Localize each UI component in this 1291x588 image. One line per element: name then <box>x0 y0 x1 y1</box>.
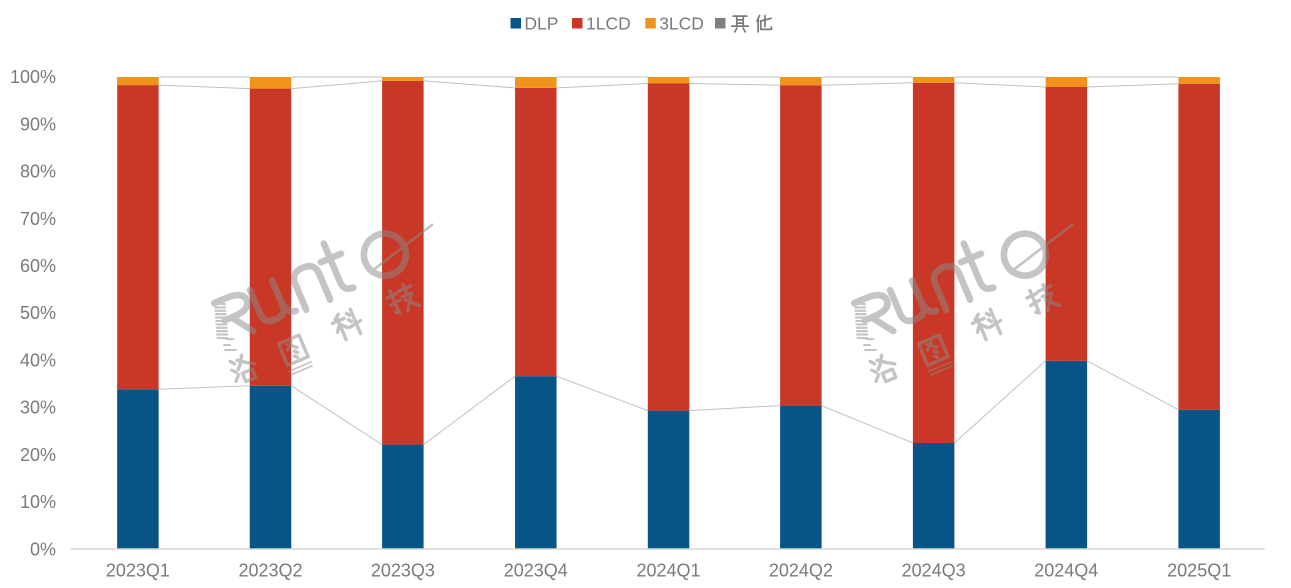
svg-text:2023Q4: 2023Q4 <box>504 561 568 581</box>
svg-text:2025Q1: 2025Q1 <box>1167 561 1231 581</box>
svg-text:70%: 70% <box>20 209 56 229</box>
svg-text:80%: 80% <box>20 162 56 182</box>
svg-text:DLP: DLP <box>524 14 558 34</box>
svg-text:2023Q3: 2023Q3 <box>371 561 435 581</box>
svg-text:20%: 20% <box>20 445 56 465</box>
svg-text:2024Q3: 2024Q3 <box>902 561 966 581</box>
svg-text:2023Q2: 2023Q2 <box>238 561 302 581</box>
svg-text:100%: 100% <box>10 67 56 87</box>
svg-text:10%: 10% <box>20 492 56 512</box>
svg-text:60%: 60% <box>20 256 56 276</box>
svg-text:1LCD: 1LCD <box>586 14 631 34</box>
svg-text:3LCD: 3LCD <box>659 14 704 34</box>
svg-text:2024Q2: 2024Q2 <box>769 561 833 581</box>
svg-text:50%: 50% <box>20 303 56 323</box>
svg-text:40%: 40% <box>20 350 56 370</box>
svg-text:30%: 30% <box>20 398 56 418</box>
svg-text:90%: 90% <box>20 114 56 134</box>
svg-text:2024Q1: 2024Q1 <box>636 561 700 581</box>
svg-text:0%: 0% <box>30 539 56 559</box>
svg-text:2024Q4: 2024Q4 <box>1034 561 1098 581</box>
svg-text:2023Q1: 2023Q1 <box>106 561 170 581</box>
